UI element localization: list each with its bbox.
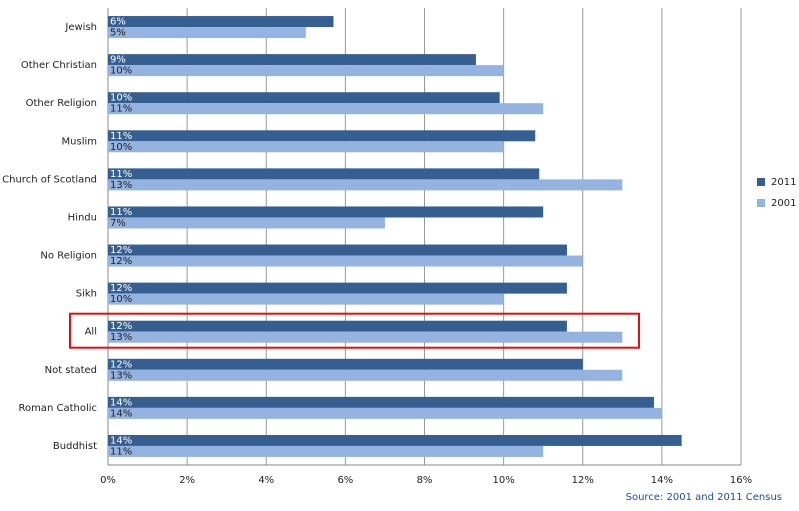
bar: [108, 179, 623, 191]
bar: [108, 168, 540, 180]
value-label: 10%: [110, 93, 132, 104]
value-label: 12%: [110, 245, 132, 256]
bar: [108, 282, 567, 294]
x-tick-label: 6%: [337, 475, 353, 486]
bar: [108, 255, 583, 267]
y-tick-label: All: [85, 327, 97, 338]
bar: [108, 130, 536, 142]
value-label: 12%: [110, 359, 132, 370]
bar: [108, 103, 544, 115]
bar: [108, 206, 544, 218]
bar: [108, 27, 306, 39]
value-label: 11%: [110, 169, 132, 180]
value-label: 10%: [110, 66, 132, 77]
value-label: 10%: [110, 142, 132, 153]
bar: [108, 434, 682, 446]
bar: [108, 407, 662, 419]
x-tick-label: 16%: [730, 475, 752, 486]
value-label: 12%: [110, 321, 132, 332]
value-label: 12%: [110, 256, 132, 267]
x-tick-label: 4%: [258, 475, 274, 486]
value-label: 6%: [110, 17, 126, 28]
y-tick-label: Jewish: [64, 22, 97, 33]
value-label: 12%: [110, 283, 132, 294]
bar: [108, 65, 504, 77]
source-note: Source: 2001 and 2011 Census: [626, 492, 782, 503]
bar: [108, 396, 654, 408]
value-label: 11%: [110, 131, 132, 142]
x-tick-label: 10%: [493, 475, 515, 486]
x-tick-label: 2%: [179, 475, 195, 486]
bar: [108, 293, 504, 305]
value-label: 13%: [110, 332, 132, 343]
value-label: 5%: [110, 28, 126, 39]
y-tick-label: Roman Catholic: [18, 403, 97, 414]
bar: [108, 369, 623, 381]
y-tick-label: Other Christian: [21, 60, 97, 71]
value-label: 13%: [110, 370, 132, 381]
value-label: 7%: [110, 218, 126, 229]
legend-swatch: [757, 178, 765, 186]
value-label: 11%: [110, 207, 132, 218]
value-label: 10%: [110, 294, 132, 305]
x-tick-label: 0%: [100, 475, 116, 486]
bar: [108, 244, 567, 256]
x-tick-label: 8%: [417, 475, 433, 486]
value-label: 13%: [110, 180, 132, 191]
y-tick-label: Buddhist: [53, 441, 97, 452]
y-tick-label: Sikh: [76, 289, 97, 300]
value-label: 11%: [110, 446, 132, 457]
bar: [108, 217, 385, 229]
legend-label: 2011: [771, 177, 796, 188]
bar: [108, 141, 504, 153]
value-label: 9%: [110, 55, 126, 66]
legend-swatch: [757, 199, 765, 207]
value-label: 14%: [110, 397, 132, 408]
y-tick-label: Other Religion: [26, 98, 97, 109]
value-label: 11%: [110, 104, 132, 115]
value-label: 14%: [110, 435, 132, 446]
bar: [108, 16, 334, 28]
y-tick-label: Church of Scotland: [2, 174, 97, 185]
y-tick-label: Muslim: [62, 136, 97, 147]
bar: [108, 92, 500, 104]
value-label: 14%: [110, 408, 132, 419]
bar: [108, 331, 623, 343]
bar: [108, 358, 583, 370]
x-tick-label: 14%: [651, 475, 673, 486]
x-tick-label: 12%: [572, 475, 594, 486]
bar: [108, 320, 567, 332]
y-tick-label: Hindu: [68, 212, 97, 223]
y-tick-label: No Religion: [40, 251, 97, 262]
bar: [108, 54, 476, 66]
y-tick-label: Not stated: [45, 365, 97, 376]
highlight-box: [69, 312, 640, 349]
bar: [108, 445, 544, 457]
legend-label: 2001: [771, 198, 796, 209]
